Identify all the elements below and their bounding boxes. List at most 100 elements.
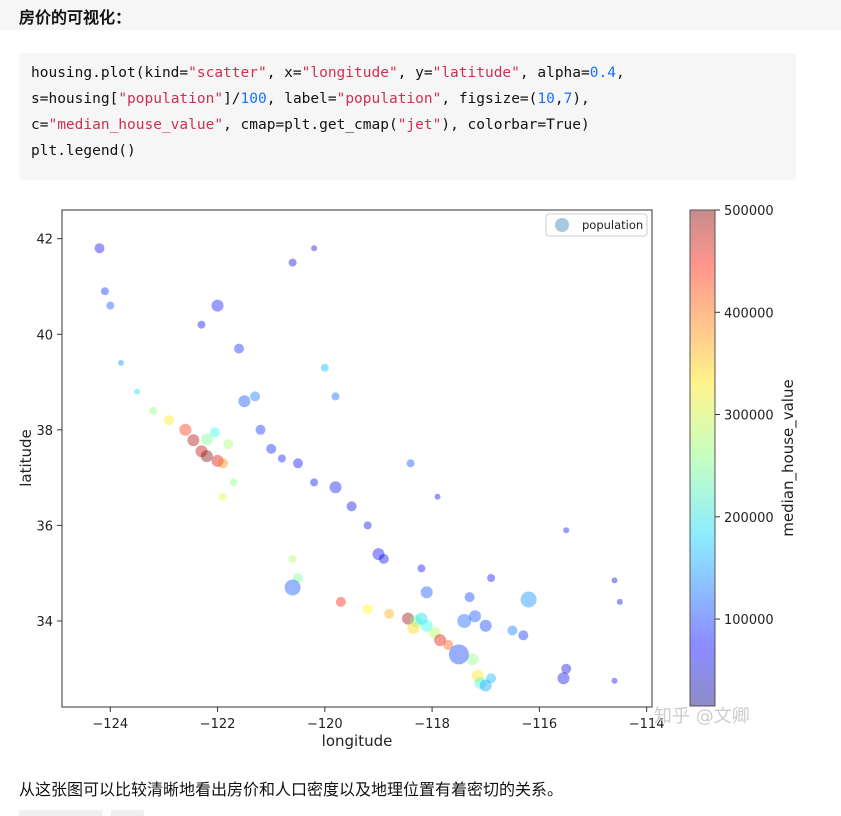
data-point xyxy=(277,454,286,463)
tag-chip[interactable] xyxy=(19,810,103,816)
data-point xyxy=(266,443,277,454)
data-point xyxy=(310,478,319,487)
colorbar-tick-label: 400000 xyxy=(724,306,774,321)
data-point xyxy=(164,415,175,426)
data-point xyxy=(362,604,373,614)
code-token: c= xyxy=(31,117,49,133)
data-point xyxy=(402,612,414,625)
data-point xyxy=(479,679,492,692)
colorbar xyxy=(689,209,716,707)
y-axis-ticks: 34 36 38 40 42 xyxy=(36,233,62,630)
data-point xyxy=(329,481,342,494)
data-point xyxy=(417,564,426,573)
data-point xyxy=(197,320,206,329)
data-point xyxy=(118,359,124,366)
code-token: "scatter" xyxy=(188,65,267,81)
data-point xyxy=(487,574,496,582)
code-token: "population" xyxy=(118,91,224,107)
data-point xyxy=(448,644,469,665)
data-point xyxy=(434,493,441,500)
data-point xyxy=(250,391,261,402)
data-point xyxy=(218,492,227,501)
data-point xyxy=(94,243,105,254)
data-point xyxy=(149,406,158,415)
data-point xyxy=(384,608,395,619)
data-point xyxy=(474,677,487,690)
code-token: 7 xyxy=(563,91,573,107)
colorbar-ticks: 100000 200000 300000 400000 500000 xyxy=(715,204,774,628)
tag-chips xyxy=(19,810,144,816)
scatter-points xyxy=(94,243,623,692)
data-point xyxy=(420,586,433,599)
colorbar-tick-label: 500000 xyxy=(724,204,774,219)
data-point xyxy=(616,598,623,605)
data-point xyxy=(443,639,454,650)
code-token: 10 xyxy=(537,91,555,107)
data-point xyxy=(420,619,433,632)
data-point xyxy=(288,554,297,563)
data-point xyxy=(346,501,357,512)
code-token: , xyxy=(554,91,564,107)
code-token: ), colorbar=True) xyxy=(441,117,590,133)
y-tick-label: 42 xyxy=(36,233,53,248)
data-point xyxy=(211,299,224,312)
code-token: , figsize=( xyxy=(441,91,538,107)
x-tick-label: −124 xyxy=(92,717,128,732)
code-token: , x= xyxy=(266,65,302,81)
code-token: "jet" xyxy=(397,117,442,133)
caption-text: 从这张图可以比较清晰地看出房价和人口密度以及地理位置有着密切的关系。 xyxy=(19,780,564,799)
data-point xyxy=(100,287,109,296)
data-point xyxy=(134,388,141,395)
code-token: ), xyxy=(572,91,590,107)
code-token: 100 xyxy=(240,91,267,107)
data-point xyxy=(223,439,234,450)
data-point xyxy=(469,610,481,623)
colorbar-label: median_house_value xyxy=(779,379,798,536)
tag-chip[interactable] xyxy=(111,810,144,816)
scatter-figure: −124 −122 −120 −118 −116 −114 34 36 38 40 42 long… xyxy=(0,195,841,755)
code-token: plt.legend() xyxy=(31,143,136,159)
data-point xyxy=(234,343,244,354)
data-point xyxy=(209,427,220,438)
legend-box xyxy=(545,213,648,237)
data-point xyxy=(471,669,484,682)
code-token: , xyxy=(615,65,625,81)
y-tick-label: 36 xyxy=(36,519,53,534)
x-axis-label: longitude xyxy=(322,732,393,750)
data-point xyxy=(255,424,266,435)
code-token: ]/ xyxy=(223,91,241,107)
data-point xyxy=(486,673,497,684)
plot-area xyxy=(61,209,653,708)
data-point xyxy=(611,577,618,584)
data-point xyxy=(518,630,529,641)
data-point xyxy=(238,395,251,408)
data-point xyxy=(406,459,415,468)
data-point xyxy=(187,434,200,447)
colorbar-tick-label: 300000 xyxy=(724,409,774,424)
colorbar-tick-label: 200000 xyxy=(724,511,774,526)
section-heading: 房价的可视化： xyxy=(19,8,132,27)
data-point xyxy=(464,592,475,603)
code-line-1: housing.plot(kind="scatter", x="longitud… xyxy=(31,65,625,81)
code-token: "longitude" xyxy=(301,65,398,81)
data-point xyxy=(320,363,329,372)
data-point xyxy=(106,301,115,310)
x-tick-label: −118 xyxy=(414,717,450,732)
top-bar xyxy=(0,0,841,30)
y-axis-label: latitude xyxy=(17,429,35,487)
data-point xyxy=(407,622,420,635)
data-point xyxy=(378,553,389,564)
data-point xyxy=(217,458,228,469)
data-point xyxy=(284,579,301,596)
data-point xyxy=(520,591,537,608)
data-point xyxy=(293,573,303,583)
data-point xyxy=(372,548,385,561)
x-tick-label: −122 xyxy=(200,717,236,732)
data-point xyxy=(563,527,570,534)
data-point xyxy=(434,634,447,647)
code-token: 0.4 xyxy=(589,65,616,81)
data-point xyxy=(311,245,318,252)
legend: population xyxy=(545,213,648,237)
code-token: , cmap=plt.get_cmap( xyxy=(223,117,398,133)
code-token: , y= xyxy=(397,65,433,81)
